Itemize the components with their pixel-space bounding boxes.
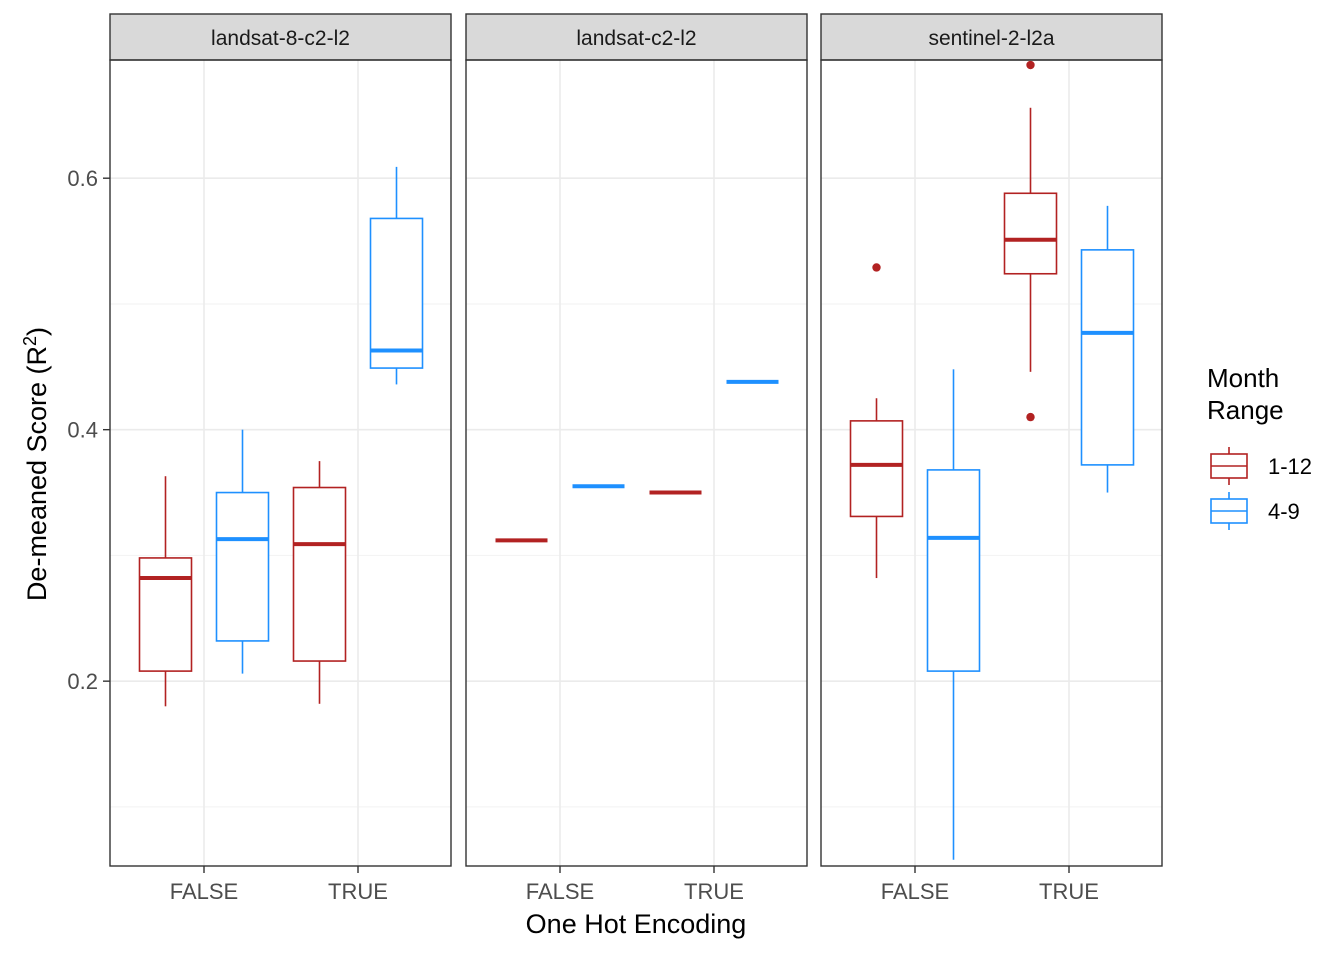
facet-strip xyxy=(465,13,808,61)
y-axis-title-main: De-meaned Score (R xyxy=(22,346,52,601)
box-iqr xyxy=(138,557,193,672)
legend-entry-4-9: 4-9 xyxy=(1210,492,1300,530)
box-iqr xyxy=(1080,249,1135,466)
legend-title-line1: Month xyxy=(1207,363,1279,393)
facet-strip xyxy=(820,13,1163,61)
outlier-point xyxy=(1026,60,1035,70)
x-tick-label: FALSE xyxy=(881,879,949,904)
box-1-12-sentinel-2-l2a-FALSE xyxy=(849,263,904,579)
box-1-12-landsat-8-c2-l2-TRUE xyxy=(292,461,347,704)
y-tick-label: 0.4 xyxy=(67,418,98,443)
x-tick-label: FALSE xyxy=(170,879,238,904)
box-iqr xyxy=(1003,192,1058,275)
panel-background xyxy=(110,60,451,866)
box-1-12-sentinel-2-l2a-TRUE xyxy=(1003,60,1058,422)
box-1-12-landsat-8-c2-l2-FALSE xyxy=(138,476,193,707)
legend: Month Range 1-12 4-9 xyxy=(1207,363,1312,530)
legend-entry-1-12: 1-12 xyxy=(1210,447,1312,485)
outlier-point xyxy=(872,263,881,272)
panel-background xyxy=(466,60,807,866)
box-iqr xyxy=(849,420,904,518)
facet-label: landsat-8-c2-l2 xyxy=(211,27,350,50)
outlier-point xyxy=(1026,412,1035,422)
legend-label: 4-9 xyxy=(1268,499,1300,524)
x-tick-label: TRUE xyxy=(684,879,744,904)
y-axis-title-end: ) xyxy=(22,327,52,336)
box-iqr xyxy=(926,469,981,672)
box-4-9-landsat-8-c2-l2-TRUE xyxy=(369,166,424,385)
facet-strip xyxy=(109,13,452,61)
box-4-9-landsat-8-c2-l2-FALSE xyxy=(215,429,270,674)
box-iqr xyxy=(292,486,347,662)
x-tick-label: FALSE xyxy=(526,879,594,904)
facet-label: landsat-c2-l2 xyxy=(576,27,696,50)
box-iqr xyxy=(369,217,424,369)
legend-label: 1-12 xyxy=(1268,454,1312,479)
y-tick-label: 0.2 xyxy=(67,669,98,694)
x-tick-label: TRUE xyxy=(328,879,388,904)
panel-border xyxy=(465,59,808,867)
y-axis: 0.2 0.4 0.6 xyxy=(67,166,110,694)
y-axis-title: De-meaned Score (R2) xyxy=(20,327,52,601)
facet-panel-landsat-8-c2-l2: landsat-8-c2-l2 FALSE TRUE xyxy=(109,13,452,904)
panel-border xyxy=(109,59,452,867)
y-tick-label: 0.6 xyxy=(67,166,98,191)
x-axis-title: One Hot Encoding xyxy=(526,909,747,939)
facet-panels: landsat-8-c2-l2 FALSE TRUE landsat-c2-l2 FAL… xyxy=(109,13,1163,904)
box-4-9-sentinel-2-l2a-FALSE xyxy=(926,369,981,860)
box-4-9-sentinel-2-l2a-TRUE xyxy=(1080,205,1135,493)
facet-label: sentinel-2-l2a xyxy=(928,27,1054,50)
x-tick-label: TRUE xyxy=(1039,879,1099,904)
panel-border xyxy=(820,59,1163,867)
legend-title-line2: Range xyxy=(1207,395,1284,425)
facet-panel-landsat-c2-l2: landsat-c2-l2 FALSE TRUE xyxy=(465,13,808,904)
chart-marks xyxy=(138,60,1135,860)
box-iqr xyxy=(215,491,270,642)
y-axis-title-superscript: 2 xyxy=(20,336,40,346)
